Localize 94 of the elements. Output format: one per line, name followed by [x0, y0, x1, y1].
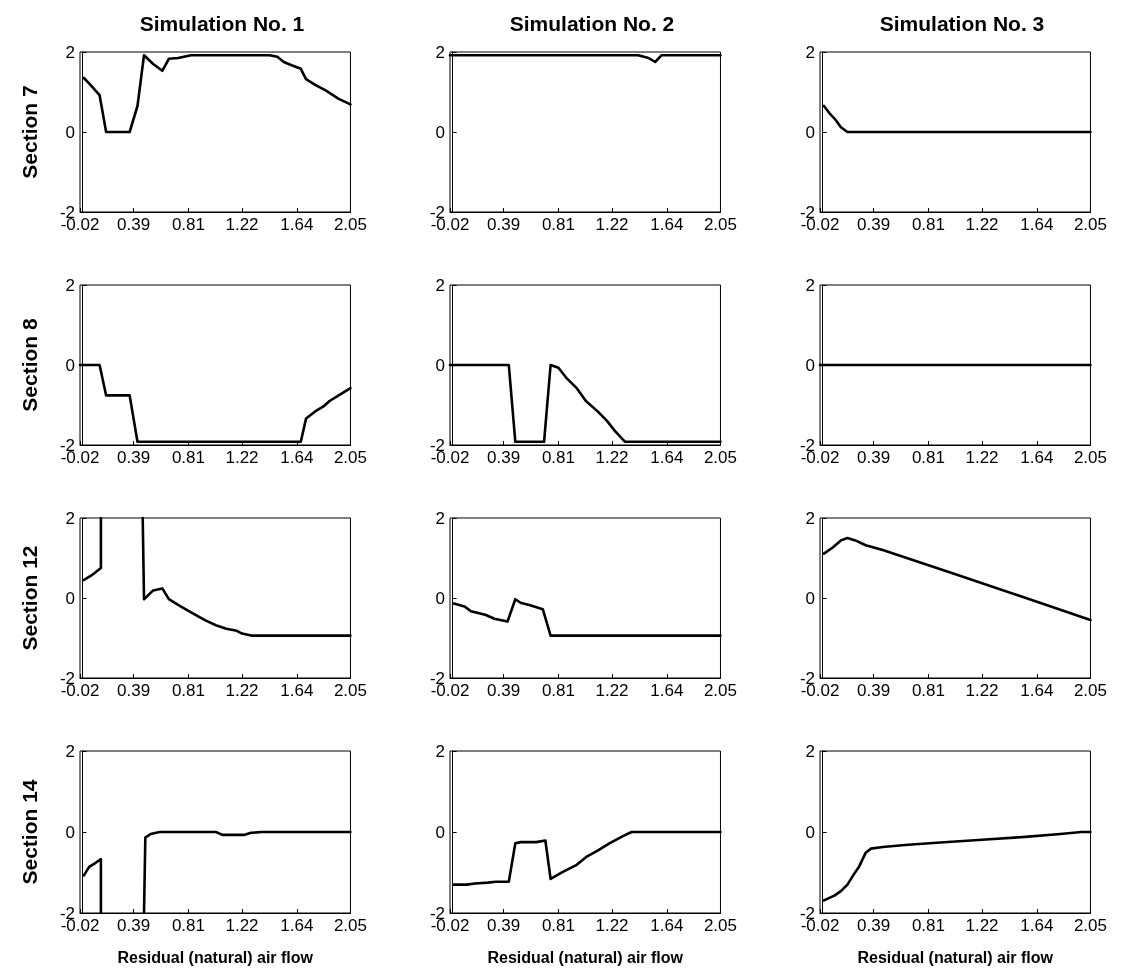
x-tick-label: 0.81 — [541, 916, 575, 935]
y-tick-label: 2 — [65, 508, 75, 528]
chart-title: Simulation No. 3 — [879, 12, 1045, 35]
y-tick-label: 2 — [435, 508, 445, 528]
y-tick-label: 2 — [65, 741, 75, 761]
x-tick-label: 2.05 — [703, 448, 737, 467]
y-axis-title: Section 8 — [18, 318, 41, 412]
x-tick-label: 0.81 — [541, 215, 575, 234]
chart-title: Simulation No. 2 — [509, 12, 675, 35]
y-axis-title: Section 12 — [18, 545, 41, 651]
x-tick-label: 0.39 — [487, 448, 521, 467]
x-tick-label: 1.64 — [280, 916, 314, 935]
x-tick-label: 2.05 — [1073, 916, 1107, 935]
y-tick-label: 0 — [65, 822, 75, 842]
x-tick-label: 0.39 — [857, 215, 891, 234]
x-axis-title: Residual (natural) air flow — [487, 948, 684, 966]
x-tick-label: 2.05 — [1073, 681, 1107, 700]
x-tick-label: 1.22 — [595, 448, 629, 467]
x-tick-label: 2.05 — [1073, 448, 1107, 467]
x-tick-label: 1.64 — [280, 215, 314, 234]
x-tick-label: 1.22 — [225, 916, 259, 935]
x-tick-label: 0.39 — [487, 215, 521, 234]
y-tick-label: 2 — [65, 275, 75, 295]
y-axis-title: Section 14 — [18, 779, 41, 885]
x-tick-label: 0.81 — [911, 681, 945, 700]
x-tick-label: 1.64 — [280, 681, 314, 700]
y-tick-label: 0 — [65, 122, 75, 142]
x-tick-label: 1.64 — [1020, 215, 1054, 234]
x-tick-label: 1.64 — [1020, 916, 1054, 935]
x-tick-label: 1.22 — [965, 215, 999, 234]
y-tick-label: 2 — [805, 42, 815, 62]
x-tick-label: 0.81 — [171, 681, 205, 700]
x-tick-label: 1.64 — [280, 448, 314, 467]
y-tick-label: 0 — [805, 588, 815, 608]
x-tick-label: 0.39 — [117, 448, 151, 467]
x-axis-title: Residual (natural) air flow — [117, 948, 314, 966]
x-tick-label: 1.64 — [650, 916, 684, 935]
x-tick-label: 1.64 — [1020, 681, 1054, 700]
y-tick-label: 2 — [805, 741, 815, 761]
x-tick-label: 1.64 — [650, 448, 684, 467]
y-tick-label: 2 — [435, 275, 445, 295]
y-tick-label: 0 — [435, 355, 445, 375]
y-tick-label: 0 — [805, 122, 815, 142]
x-tick-label: 0.81 — [171, 215, 205, 234]
x-tick-label: 2.05 — [703, 681, 737, 700]
x-tick-label: 2.05 — [1073, 215, 1107, 234]
x-tick-label: 0.81 — [171, 916, 205, 935]
x-tick-label: 1.22 — [225, 681, 259, 700]
y-tick-label: 0 — [65, 588, 75, 608]
x-tick-label: 0.39 — [857, 916, 891, 935]
y-tick-label: 0 — [65, 355, 75, 375]
x-tick-label: 0.39 — [857, 681, 891, 700]
y-tick-label: 2 — [805, 508, 815, 528]
x-tick-label: 1.22 — [225, 215, 259, 234]
y-tick-label: 2 — [805, 275, 815, 295]
x-tick-label: 0.39 — [857, 448, 891, 467]
x-tick-label: 0.81 — [171, 448, 205, 467]
y-tick-label: 0 — [435, 588, 445, 608]
x-tick-label: 0.39 — [487, 681, 521, 700]
x-tick-label: 2.05 — [333, 448, 367, 467]
x-tick-label: 1.22 — [595, 916, 629, 935]
x-tick-label: 0.39 — [487, 916, 521, 935]
x-tick-label: 0.39 — [117, 215, 151, 234]
x-tick-label: 1.64 — [650, 681, 684, 700]
x-tick-label: 1.22 — [965, 448, 999, 467]
x-tick-label: 0.39 — [117, 916, 151, 935]
y-tick-label: 0 — [805, 355, 815, 375]
x-tick-label: 1.64 — [1020, 448, 1054, 467]
x-tick-label: 1.22 — [965, 681, 999, 700]
x-tick-label: 1.22 — [965, 916, 999, 935]
y-tick-label: 0 — [435, 822, 445, 842]
x-tick-label: 0.81 — [541, 448, 575, 467]
x-tick-label: 1.64 — [650, 215, 684, 234]
y-tick-label: 0 — [805, 822, 815, 842]
x-tick-label: 0.39 — [117, 681, 151, 700]
x-tick-label: 2.05 — [333, 681, 367, 700]
x-axis-title: Residual (natural) air flow — [857, 948, 1054, 966]
x-tick-label: 1.22 — [595, 215, 629, 234]
x-tick-label: 1.22 — [595, 681, 629, 700]
x-tick-label: 0.81 — [541, 681, 575, 700]
y-tick-label: 2 — [65, 42, 75, 62]
x-tick-label: 2.05 — [333, 215, 367, 234]
x-tick-label: 2.05 — [703, 916, 737, 935]
chart-title: Simulation No. 1 — [139, 12, 305, 35]
y-tick-label: 2 — [435, 42, 445, 62]
x-tick-label: 2.05 — [703, 215, 737, 234]
x-tick-label: 0.81 — [911, 916, 945, 935]
y-axis-title: Section 7 — [18, 85, 41, 179]
x-tick-label: 1.22 — [225, 448, 259, 467]
x-tick-label: 0.81 — [911, 448, 945, 467]
x-tick-label: 2.05 — [333, 916, 367, 935]
y-tick-label: 2 — [435, 741, 445, 761]
y-tick-label: 0 — [435, 122, 445, 142]
x-tick-label: 0.81 — [911, 215, 945, 234]
